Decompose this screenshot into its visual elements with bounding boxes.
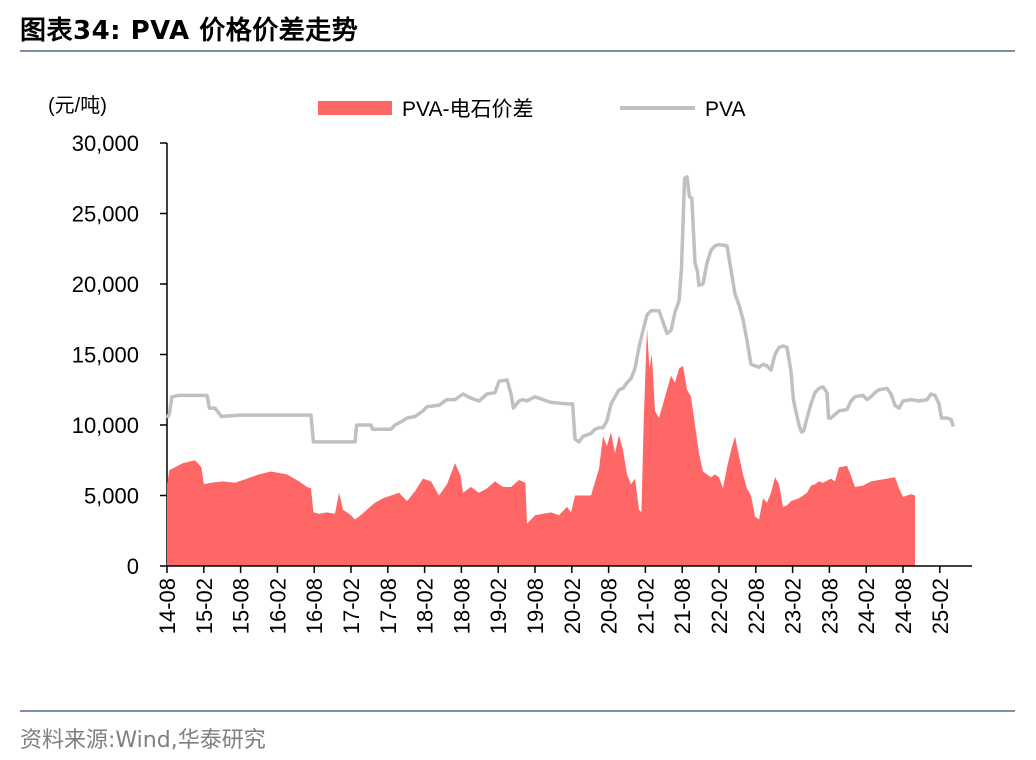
y-tick-label: 30,000 xyxy=(72,131,139,156)
plot-area xyxy=(165,175,956,566)
y-tick-label: 15,000 xyxy=(72,343,139,368)
x-tick-label: 16-02 xyxy=(265,578,290,634)
chart-title: 图表34: PVA 价格价差走势 xyxy=(20,16,359,46)
legend-label-spread: PVA-电石价差 xyxy=(402,98,533,121)
footer-divider xyxy=(20,710,1015,712)
y-axis-unit-label: (元/吨) xyxy=(48,94,107,117)
x-tick-label: 21-02 xyxy=(633,578,658,634)
pva-price-spread-chart: (元/吨) PVA-电石价差 PVA 0 5,000 10,000 15,000 20,… xyxy=(48,94,972,634)
x-tick-label: 14-08 xyxy=(155,578,180,634)
legend-label-pva: PVA xyxy=(705,98,745,121)
x-tick-label: 15-08 xyxy=(229,578,254,634)
x-tick-label: 24-08 xyxy=(891,578,916,634)
x-tick-label: 22-02 xyxy=(707,578,732,634)
y-axis: 0 5,000 10,000 15,000 20,000 25,000 30,000 xyxy=(72,131,168,579)
source-note: 资料来源:Wind,华泰研究 xyxy=(20,728,266,753)
x-tick-label: 18-08 xyxy=(449,578,474,634)
legend: PVA-电石价差 PVA xyxy=(318,98,745,121)
x-tick-label: 23-08 xyxy=(817,578,842,634)
y-tick-label: 0 xyxy=(127,554,139,579)
series-area-pva-spread xyxy=(167,327,915,566)
x-tick-label: 19-08 xyxy=(523,578,548,634)
x-tick-label: 21-08 xyxy=(670,578,695,634)
series-line-pva xyxy=(165,175,956,444)
y-tick-label: 20,000 xyxy=(72,272,139,297)
x-axis: 14-08 15-02 15-08 16-02 16-08 17-02 17-08 18-02… xyxy=(155,565,972,634)
legend-swatch-spread xyxy=(318,101,392,115)
x-tick-label: 16-08 xyxy=(302,578,327,634)
x-tick-label: 17-02 xyxy=(339,578,364,634)
y-tick-label: 25,000 xyxy=(72,202,139,227)
x-tick-label: 17-08 xyxy=(376,578,401,634)
x-tick-label: 18-02 xyxy=(413,578,438,634)
x-tick-label: 24-02 xyxy=(854,578,879,634)
title-divider xyxy=(20,50,1015,52)
x-tick-label: 20-02 xyxy=(560,578,585,634)
x-tick-label: 23-02 xyxy=(781,578,806,634)
y-tick-label: 10,000 xyxy=(72,413,139,438)
x-tick-label: 25-02 xyxy=(928,578,953,634)
x-tick-label: 22-08 xyxy=(744,578,769,634)
y-tick-label: 5,000 xyxy=(84,484,139,509)
x-tick-label: 15-02 xyxy=(192,578,217,634)
x-tick-label: 20-08 xyxy=(597,578,622,634)
x-tick-label: 19-02 xyxy=(486,578,511,634)
